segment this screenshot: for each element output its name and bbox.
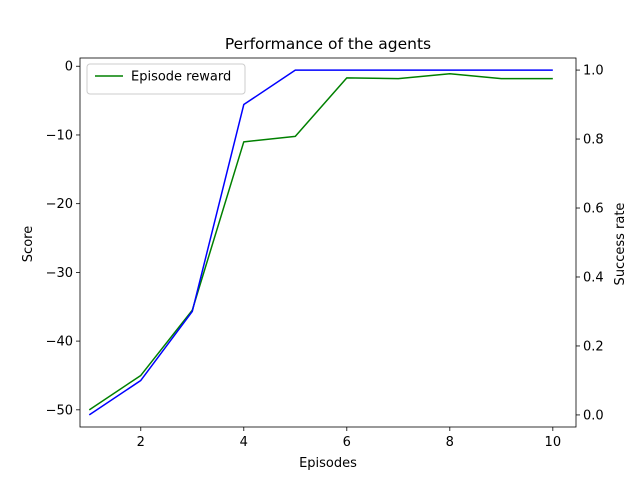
y2-tick-label: 0.0 <box>583 408 604 423</box>
y2-tick-label: 0.4 <box>583 270 604 285</box>
y2-tick-label: 0.2 <box>583 339 604 354</box>
x-tick-label: 10 <box>545 435 562 450</box>
legend-box <box>86 63 246 95</box>
y-tick-label: −50 <box>46 403 73 418</box>
y2-axis-label: Success rate <box>613 203 628 286</box>
x-tick-label: 4 <box>240 435 248 450</box>
plot-area: 2 4 6 8 10 0 −10 −20 −30 −40 −50 0.0 0.2 0.4 0.6 0.8 1.0 <box>46 57 604 450</box>
x-tick-label: 2 <box>137 435 145 450</box>
series-line-1 <box>88 69 553 416</box>
y-tick-label: −20 <box>46 197 73 212</box>
x-tick-label: 8 <box>446 435 454 450</box>
x-axis-label: Episodes <box>299 456 357 471</box>
y2-tick-label: 0.6 <box>583 202 604 217</box>
y-tick-label: −40 <box>46 335 73 350</box>
legend: Episode reward <box>86 63 246 95</box>
y-tick-label: −30 <box>46 266 73 281</box>
y-axis-label: Score <box>21 226 36 262</box>
x-tick-label: 6 <box>343 435 351 450</box>
plot-frame <box>79 57 577 428</box>
legend-label: Episode reward <box>131 70 231 85</box>
series-line-0 <box>88 73 553 411</box>
y2-tick-label: 0.8 <box>583 133 604 148</box>
chart-title: Performance of the agents <box>225 35 431 53</box>
y-tick-label: −10 <box>46 128 73 143</box>
y2-tick-label: 1.0 <box>583 64 604 79</box>
y-tick-label: 0 <box>65 60 73 75</box>
